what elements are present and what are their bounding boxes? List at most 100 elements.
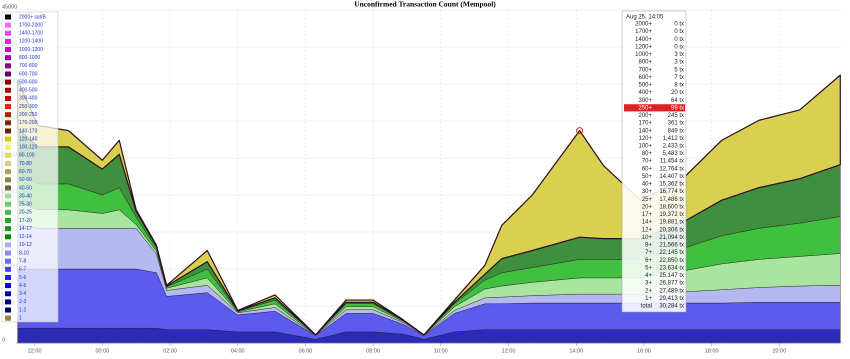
- tooltip-label: 7+: [645, 250, 652, 256]
- legend-swatch: [5, 95, 11, 101]
- tooltip-value: 7 tx: [674, 75, 684, 81]
- tooltip-value: 0 tx: [674, 44, 684, 50]
- tooltip-value: 18,600 tx: [659, 204, 684, 210]
- tooltip-value: 64 tx: [671, 98, 684, 104]
- tooltip-label: 1200+: [635, 44, 652, 50]
- legend-label: 400-500: [19, 88, 38, 94]
- legend-swatch: [5, 161, 11, 167]
- tooltip-value: 14,407 tx: [659, 174, 684, 180]
- legend-label: 14-17: [19, 226, 32, 232]
- x-tick-label: 10:00: [434, 348, 448, 354]
- tooltip-label: 80+: [642, 151, 653, 157]
- legend-swatch: [5, 201, 11, 207]
- tooltip-label: 2+: [645, 288, 652, 294]
- legend-swatch: [5, 274, 11, 280]
- legend-label: 100-120: [19, 145, 38, 151]
- legend-swatch: [5, 250, 11, 256]
- legend-label: 800-1000: [19, 55, 40, 61]
- tooltip-title: Aug 25, 14:05: [626, 15, 664, 21]
- tooltip-value: 19,372 tx: [659, 212, 684, 218]
- tooltip-label: 12+: [642, 227, 653, 233]
- tooltip-value: 25,147 tx: [659, 273, 684, 279]
- legend-swatch: [5, 307, 11, 313]
- tooltip-label: 6+: [645, 258, 652, 264]
- x-tick-label: 22:00: [28, 348, 42, 354]
- x-tick-label: 02:00: [163, 348, 177, 354]
- tooltip-value: 23,634 tx: [659, 265, 684, 271]
- legend-label: 4-5: [19, 283, 26, 289]
- x-tick-label: 20:00: [772, 348, 786, 354]
- legend-label: 250-300: [19, 104, 38, 110]
- legend-label: 1400-1700: [19, 31, 43, 37]
- tooltip-label: 1700+: [635, 29, 652, 35]
- x-tick-label: 18:00: [705, 348, 719, 354]
- legend-swatch: [5, 136, 11, 142]
- legend-label: 5-6: [19, 275, 26, 281]
- legend-label: 30-40: [19, 193, 32, 199]
- legend-label: 140-170: [19, 128, 38, 134]
- legend-label: 500-600: [19, 79, 38, 85]
- tooltip-label: 200+: [638, 113, 652, 119]
- tooltip-label: 50+: [642, 174, 653, 180]
- y-tick-label: 0: [2, 337, 5, 343]
- tooltip-label: 400+: [638, 90, 652, 96]
- tooltip-label: 40+: [642, 182, 653, 188]
- legend-swatch: [5, 55, 11, 61]
- tooltip-value: 849 tx: [668, 128, 684, 134]
- tooltip-label: 700+: [638, 67, 652, 73]
- legend-swatch: [5, 112, 11, 118]
- tooltip-label: 25+: [642, 197, 653, 203]
- chart-title: Unconfirmed Transaction Count (Mempool): [354, 0, 496, 9]
- tooltip-value: 99 tx: [671, 105, 684, 111]
- x-tick-label: 12:00: [502, 348, 516, 354]
- legend-swatch: [5, 87, 11, 93]
- tooltip-label: 1400+: [635, 37, 652, 43]
- legend-swatch: [5, 193, 11, 199]
- hover-marker: [576, 127, 584, 135]
- tooltip-label: 5+: [645, 265, 652, 271]
- tooltip-label: 60+: [642, 166, 653, 172]
- legend-label: 60-70: [19, 169, 32, 175]
- legend: 2000+ sat/B 1700-2000 1400-1700 1200-1400 10…: [1, 11, 59, 323]
- legend-label: 10-12: [19, 242, 32, 248]
- tooltip-value: 245 tx: [668, 113, 684, 119]
- tooltip-value: 5,483 tx: [663, 151, 684, 157]
- legend-swatch: [5, 226, 11, 232]
- legend-label: 25-30: [19, 202, 32, 208]
- legend-label: 1: [19, 316, 22, 322]
- legend-swatch: [5, 266, 11, 272]
- legend-swatch: [5, 218, 11, 223]
- tooltip-value: 30,284 tx: [659, 304, 684, 310]
- tooltip-label: 3+: [645, 281, 652, 287]
- tooltip-value: 0 tx: [674, 29, 684, 35]
- legend-label: 1200-1400: [19, 39, 43, 45]
- tooltip-value: 5 tx: [674, 67, 684, 73]
- tooltip-value: 1,412 tx: [663, 136, 684, 142]
- legend-label: 700-800: [19, 63, 38, 69]
- tooltip-value: 19,881 tx: [659, 220, 684, 226]
- legend-label: 1-2: [19, 307, 26, 313]
- legend-label: 80-100: [19, 153, 35, 159]
- tooltip-label: 70+: [642, 159, 653, 165]
- tooltip-value: 361 tx: [668, 121, 684, 127]
- legend-swatch: [5, 234, 11, 240]
- tooltip-value: 17,486 tx: [659, 197, 684, 203]
- tooltip-label: 120+: [638, 136, 652, 142]
- legend-label: 3-4: [19, 291, 26, 297]
- tooltip-highlight: [624, 104, 685, 112]
- legend-label: 2-3: [19, 299, 26, 305]
- tooltip-label: 100+: [638, 143, 652, 149]
- legend-swatch: [5, 104, 11, 110]
- legend-swatch: [5, 185, 11, 191]
- x-tick-label: 00:00: [95, 348, 109, 354]
- legend-swatch: [5, 209, 11, 215]
- tooltip-label: 800+: [638, 60, 652, 66]
- legend-swatch: [5, 283, 11, 289]
- legend-label: 600-700: [19, 71, 38, 77]
- legend-swatch: [5, 177, 11, 183]
- tooltip-value: 0 tx: [674, 22, 684, 28]
- legend-label: 1700-2000: [19, 22, 43, 28]
- tooltip-value: 3 tx: [674, 60, 684, 66]
- legend-swatch: [5, 152, 11, 158]
